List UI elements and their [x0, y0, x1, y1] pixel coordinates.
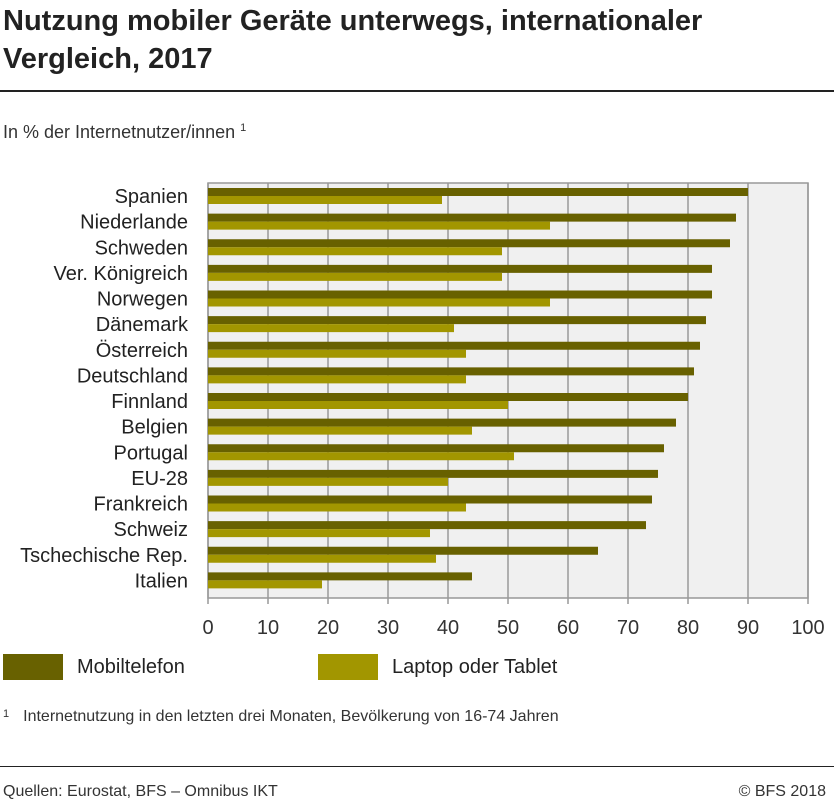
x-tick-label: 70	[617, 617, 639, 639]
x-tick-label: 40	[437, 617, 459, 639]
bar-laptop-tablet	[208, 349, 466, 358]
footnote-marker: 1	[3, 708, 10, 720]
y-tick-label: Finnland	[111, 391, 188, 413]
chart-title: Nutzung mobiler Geräte unterwegs, intern…	[3, 5, 703, 75]
bar-laptop-tablet	[208, 298, 550, 307]
bar-mobiltelefon	[208, 239, 730, 248]
bar-laptop-tablet	[208, 426, 472, 435]
bar-laptop-tablet	[208, 221, 550, 230]
bar-mobiltelefon	[208, 367, 694, 376]
legend-swatch-mobiltelefon	[3, 654, 63, 680]
bar-laptop-tablet	[208, 247, 502, 256]
bar-laptop-tablet	[208, 196, 442, 204]
legend-item-mobiltelefon: Mobiltelefon	[3, 654, 185, 680]
bar-mobiltelefon	[208, 418, 676, 427]
y-tick-label: Schweden	[95, 237, 188, 259]
bar-laptop-tablet	[208, 477, 448, 486]
x-tick-label: 60	[557, 617, 579, 639]
bar-mobiltelefon	[208, 341, 700, 350]
bar-mobiltelefon	[208, 495, 652, 504]
footnote-text: Internetnutzung in den letzten drei Mona…	[23, 708, 559, 725]
y-tick-label: EU-28	[131, 468, 188, 490]
bar-mobiltelefon	[208, 290, 712, 299]
y-tick-label: Norwegen	[97, 289, 188, 311]
y-tick-label: Österreich	[96, 340, 188, 362]
bar-mobiltelefon	[208, 572, 472, 581]
copyright: © BFS 2018	[738, 783, 826, 800]
y-tick-label: Dänemark	[96, 314, 189, 336]
bar-laptop-tablet	[208, 452, 514, 461]
x-tick-label: 30	[377, 617, 399, 639]
x-tick-label: 0	[202, 617, 213, 639]
bar-laptop-tablet	[208, 375, 466, 384]
subtitle-text: In % der Internetnutzer/innen	[3, 122, 236, 142]
bar-laptop-tablet	[208, 529, 430, 538]
x-tick-label: 20	[317, 617, 339, 639]
bar-mobiltelefon	[208, 469, 658, 478]
bar-mobiltelefon	[208, 264, 712, 273]
title-divider	[0, 90, 834, 92]
y-tick-label: Tschechische Rep.	[20, 545, 188, 567]
x-tick-label: 100	[791, 617, 824, 639]
y-tick-label: Deutschland	[77, 365, 188, 387]
footer-divider	[0, 766, 834, 767]
y-tick-label: Niederlande	[80, 212, 188, 234]
legend-item-laptop: Laptop oder Tablet	[318, 654, 557, 680]
y-tick-label: Frankreich	[94, 494, 188, 516]
x-tick-label: 10	[257, 617, 279, 639]
legend-label: Laptop oder Tablet	[392, 655, 558, 678]
bar-laptop-tablet	[208, 503, 466, 512]
bar-laptop-tablet	[208, 272, 502, 281]
bar-laptop-tablet	[208, 554, 436, 563]
bar-mobiltelefon	[208, 213, 736, 222]
x-tick-label: 80	[677, 617, 699, 639]
y-tick-label: Italien	[135, 570, 188, 592]
x-tick-label: 50	[497, 617, 519, 639]
bar-mobiltelefon	[208, 521, 646, 530]
y-tick-label: Schweiz	[114, 519, 188, 541]
subtitle-note: 1	[240, 122, 247, 134]
chart-subtitle: In % der Internetnutzer/innen 1	[3, 122, 246, 143]
bar-laptop-tablet	[208, 324, 454, 333]
bar-chart: 0 10 20 30 40 50 60 70 80 90 100 Spanien Niederlande…	[20, 182, 825, 639]
legend-label: Mobiltelefon	[77, 655, 185, 678]
legend-swatch-laptop	[318, 654, 378, 680]
footnote: 1 Internetnutzung in den letzten drei Mon…	[3, 708, 559, 726]
bar-mobiltelefon	[208, 393, 688, 401]
x-tick-label: 90	[737, 617, 759, 639]
bar-mobiltelefon	[208, 188, 748, 196]
source: Quellen: Eurostat, BFS – Omnibus IKT	[3, 783, 278, 800]
bar-mobiltelefon	[208, 546, 598, 555]
bar-laptop-tablet	[208, 401, 508, 409]
y-tick-label: Portugal	[114, 442, 189, 464]
y-tick-label: Belgien	[121, 417, 188, 439]
y-tick-label: Spanien	[115, 186, 188, 208]
bar-laptop-tablet	[208, 580, 322, 589]
bar-mobiltelefon	[208, 316, 706, 325]
bar-mobiltelefon	[208, 444, 664, 453]
y-tick-label: Ver. Königreich	[53, 263, 188, 285]
